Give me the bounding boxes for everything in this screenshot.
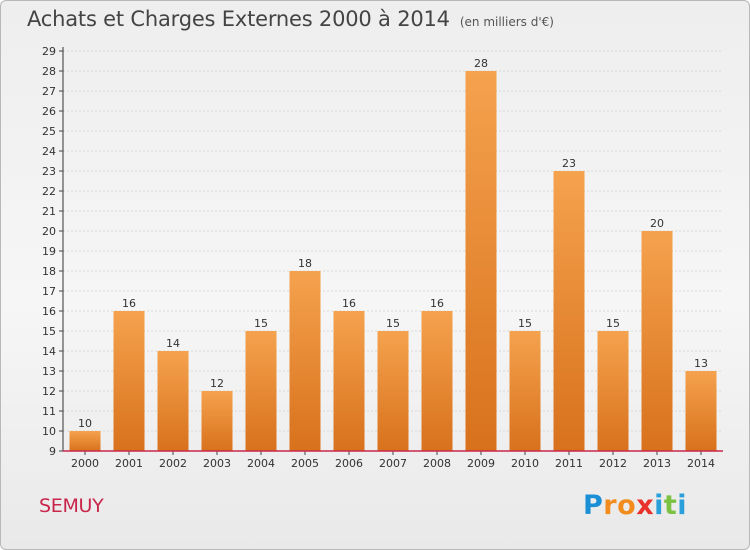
bar-value-label: 15 [254,317,268,330]
x-tick-label: 2008 [423,457,451,470]
axes [59,47,723,455]
x-tick-label: 2006 [335,457,363,470]
bar [553,171,585,451]
x-tick-label: 2013 [643,457,671,470]
x-tick-label: 2010 [511,457,539,470]
y-tick-label: 17 [42,285,56,298]
y-tick-label: 26 [42,105,56,118]
bar [465,71,497,451]
bar [245,331,277,451]
logo-letter: o [617,490,637,521]
y-tick-label: 11 [42,405,56,418]
chart-subtitle: (en milliers d'€) [459,15,554,29]
bar-value-label: 23 [562,157,576,170]
y-tick-label: 23 [42,165,56,178]
chart-title-text: Achats et Charges Externes 2000 à 2014 [27,7,450,31]
y-tick-label: 25 [42,125,56,138]
bar [509,331,541,451]
x-tick-label: 2003 [203,457,231,470]
x-tick-label: 2007 [379,457,407,470]
bar-value-label: 13 [694,357,708,370]
y-tick-label: 27 [42,85,56,98]
x-tick-label: 2001 [115,457,143,470]
commune-name: SEMUY [39,495,104,517]
x-tick-label: 2000 [71,457,99,470]
bar-value-label: 15 [386,317,400,330]
bar-value-label: 15 [518,317,532,330]
y-tick-label: 9 [49,445,56,458]
y-tick-label: 18 [42,265,56,278]
logo-letter: i [677,490,688,521]
x-tick-label: 2005 [291,457,319,470]
bar-value-label: 12 [210,377,224,390]
bar-value-label: 14 [166,337,180,350]
bar-value-label: 16 [122,297,136,310]
bar [157,351,189,451]
bar [641,231,673,451]
bar [69,431,101,451]
x-tick-label: 2011 [555,457,583,470]
x-tick-label: 2002 [159,457,187,470]
bar-value-label: 28 [474,57,488,70]
y-tick-label: 12 [42,385,56,398]
logo-letter: i [654,490,664,521]
proxiti-logo: Proxiti [583,490,687,521]
x-tick-label: 2004 [247,457,275,470]
bar [289,271,321,451]
bar-value-label: 15 [606,317,620,330]
logo-letter: r [603,490,618,521]
bar [113,311,145,451]
y-tick-label: 24 [42,145,56,158]
y-tick-label: 14 [42,345,56,358]
bar [685,371,717,451]
y-tick-label: 22 [42,185,56,198]
x-tick-label: 2012 [599,457,627,470]
y-tick-label: 16 [42,305,56,318]
bars [69,71,717,451]
bar [201,391,233,451]
bar-value-label: 16 [430,297,444,310]
bar [333,311,365,451]
bar [597,331,629,451]
bar-value-label: 16 [342,297,356,310]
bar-value-label: 18 [298,257,312,270]
y-tick-label: 29 [42,45,56,58]
y-tick-label: 19 [42,245,56,258]
y-tick-label: 21 [42,205,56,218]
x-tick-label: 2014 [687,457,715,470]
y-tick-label: 15 [42,325,56,338]
bar-value-label: 10 [78,417,92,430]
bar-value-label: 20 [650,217,664,230]
y-tick-label: 28 [42,65,56,78]
x-tick-label: 2009 [467,457,495,470]
labels: 9 10 11 12 13 14 15 16 17 18 19 20 21 22 23 24 25 26 27 28 2… [42,45,715,470]
y-tick-label: 13 [42,365,56,378]
chart-title: Achats et Charges Externes 2000 à 2014 (e… [27,7,554,31]
y-tick-label: 10 [42,425,56,438]
y-tick-label: 20 [42,225,56,238]
bar [421,311,453,451]
bar [377,331,409,451]
logo-letter: x [636,490,655,521]
logo-letter: P [583,490,604,521]
logo-letter: t [663,490,678,521]
